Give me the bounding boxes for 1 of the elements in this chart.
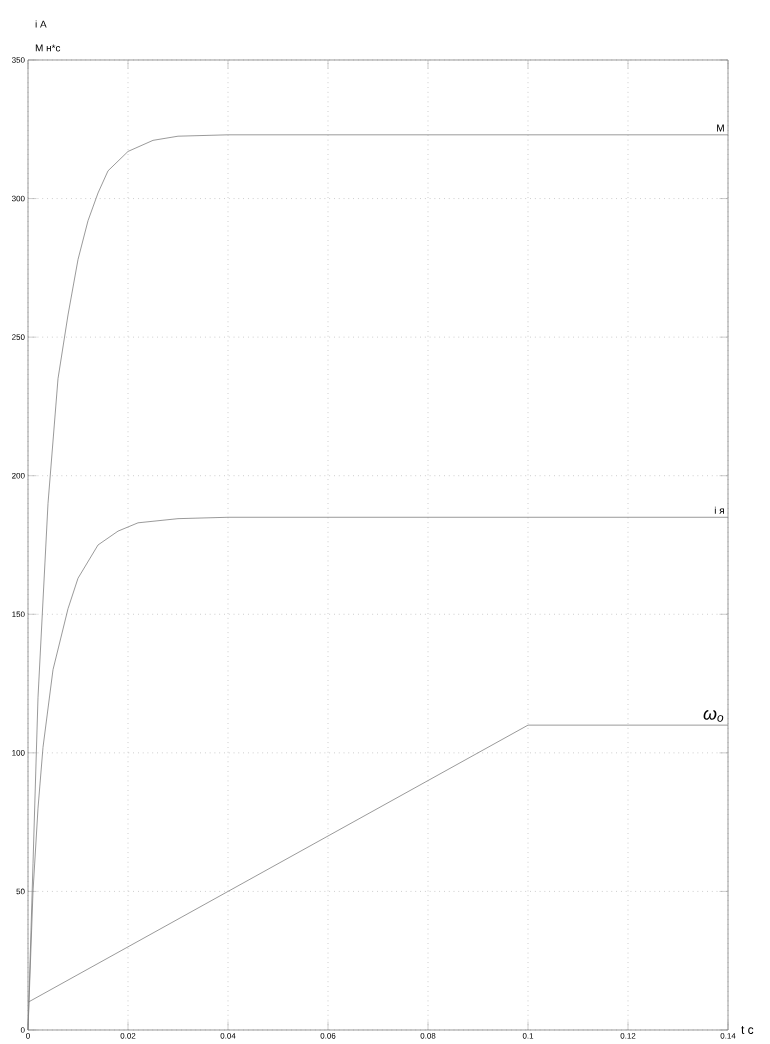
series-label: ω$_{o}$ <box>703 709 724 722</box>
